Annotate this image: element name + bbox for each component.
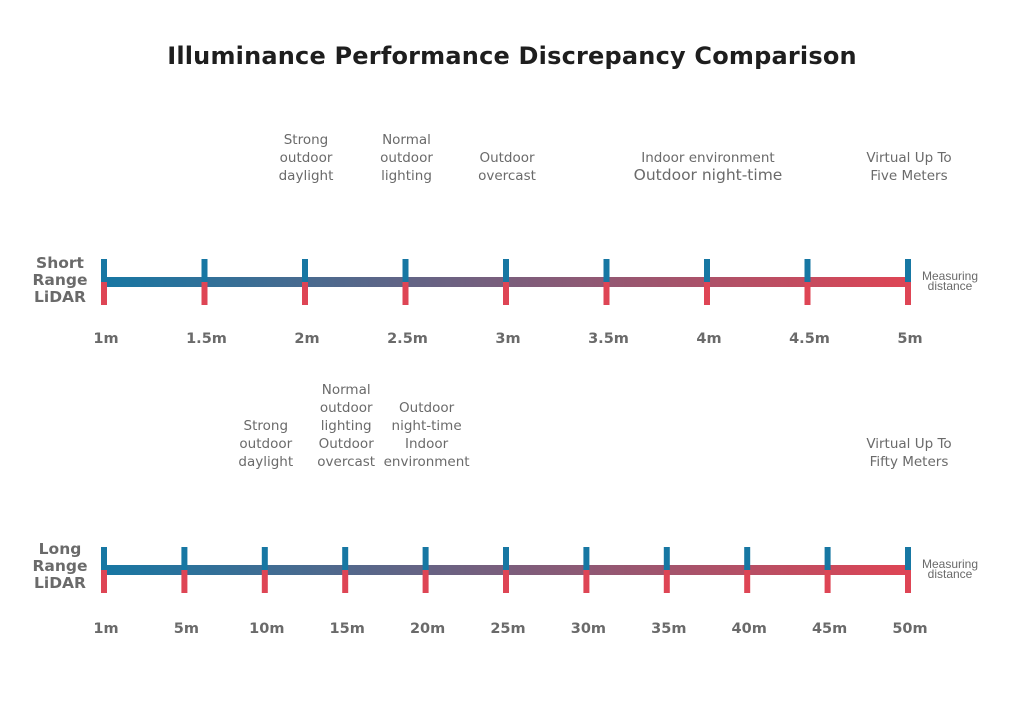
long-annotation-text: Fifty Meters — [870, 454, 949, 470]
long-tick-mark — [503, 547, 509, 593]
long-tick-label: 20m — [410, 621, 445, 637]
long-annotation-text: daylight — [238, 454, 293, 470]
short-annotation-text: Strong — [284, 132, 329, 148]
long-tick-mark — [181, 547, 188, 593]
long-tick-mark — [422, 547, 429, 593]
short-tick-label: 3m — [495, 331, 520, 347]
long-tick-label: 35m — [651, 621, 686, 637]
long-tick-label: 45m — [812, 621, 847, 637]
long-tick-mark — [583, 547, 590, 593]
short-tick-mark — [101, 259, 107, 305]
long-annotation-text: Normal — [322, 382, 371, 398]
short-tick-label: 5m — [897, 331, 922, 347]
short-row-label-line: LiDAR — [34, 288, 86, 306]
short-measuring-distance-label: Measuring — [922, 269, 978, 283]
short-tick-label: 4m — [696, 331, 721, 347]
long-annotation-text: Indoor — [405, 436, 449, 452]
long-row-label-line: Range — [32, 557, 87, 575]
short-row-label-line: Range — [32, 271, 87, 289]
short-annotation-text: outdoor — [380, 150, 433, 166]
short-tick-mark — [302, 259, 308, 305]
short-tick-mark — [603, 259, 610, 305]
long-tick-mark — [101, 547, 107, 593]
long-tick-mark — [663, 547, 670, 593]
short-annotation-text: Outdoor night-time — [634, 166, 783, 184]
short-tick-mark — [402, 259, 409, 305]
short-tick-label: 2.5m — [387, 331, 428, 347]
short-annotation-text: outdoor — [280, 150, 333, 166]
long-tick-mark — [261, 547, 268, 593]
short-measuring-distance-label: distance — [928, 279, 973, 293]
long-tick-label: 40m — [732, 621, 767, 637]
short-annotation-text: Virtual Up To — [866, 150, 951, 166]
short-annotation-text: Five Meters — [870, 168, 947, 184]
long-tick-mark — [905, 547, 911, 593]
long-tick-mark — [744, 547, 751, 593]
short-tick-mark — [201, 259, 208, 305]
long-annotation-text: Outdoor — [399, 400, 455, 416]
long-annotation-text: Strong — [244, 418, 289, 434]
long-annotation-text: outdoor — [320, 400, 373, 416]
long-tick-mark — [824, 547, 831, 593]
long-measuring-distance-label: distance — [928, 567, 973, 581]
short-tick-label: 2m — [294, 331, 319, 347]
long-annotation-text: Outdoor — [319, 436, 375, 452]
short-tick-label: 1.5m — [186, 331, 227, 347]
long-tick-mark — [342, 547, 349, 593]
short-tick-mark — [804, 259, 811, 305]
short-annotation-text: Outdoor — [479, 150, 535, 166]
long-annotation-text: outdoor — [239, 436, 292, 452]
short-annotation-text: overcast — [478, 168, 536, 184]
short-tick-mark — [704, 259, 710, 305]
short-tick-mark — [905, 259, 911, 305]
long-tick-label: 15m — [330, 621, 365, 637]
long-tick-label: 10m — [249, 621, 284, 637]
long-tick-label: 25m — [490, 621, 525, 637]
long-tick-label: 1m — [93, 621, 118, 637]
long-row-label-line: Long — [39, 540, 82, 558]
short-tick-label: 3.5m — [588, 331, 629, 347]
long-measuring-distance-label: Measuring — [922, 557, 978, 571]
short-annotation-text: Normal — [382, 132, 431, 148]
diagram-title: Illuminance Performance Discrepancy Comp… — [167, 42, 857, 70]
long-annotation-text: night-time — [392, 418, 462, 434]
long-annotation-text: Virtual Up To — [866, 436, 951, 452]
long-annotation-text: environment — [384, 454, 470, 470]
short-tick-label: 4.5m — [789, 331, 830, 347]
long-tick-label: 30m — [571, 621, 606, 637]
short-annotation-text: Indoor environment — [641, 150, 774, 166]
long-row-label-line: LiDAR — [34, 574, 86, 592]
short-tick-label: 1m — [93, 331, 118, 347]
long-annotation-text: lighting — [321, 418, 372, 434]
long-tick-label: 5m — [174, 621, 199, 637]
short-annotation-text: lighting — [381, 168, 432, 184]
short-row-label-line: Short — [36, 254, 84, 272]
long-annotation-text: overcast — [317, 454, 375, 470]
short-annotation-text: daylight — [279, 168, 334, 184]
long-tick-label: 50m — [892, 621, 927, 637]
short-tick-mark — [503, 259, 509, 305]
